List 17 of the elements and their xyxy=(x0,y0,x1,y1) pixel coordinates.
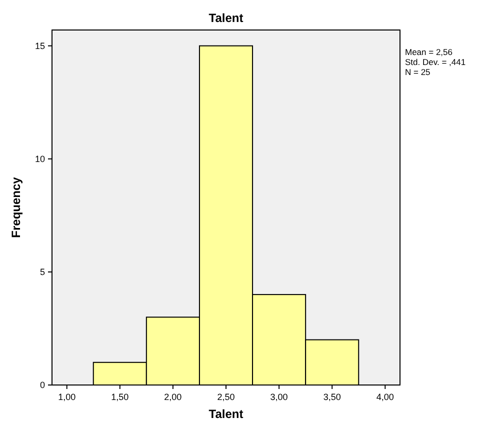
x-tick-label: 1,50 xyxy=(111,392,129,402)
text: Std. Dev. = ,441 xyxy=(405,57,466,67)
y-tick-label: 5 xyxy=(40,266,45,277)
text: N = 25 xyxy=(405,67,431,77)
x-tick-label: 2,00 xyxy=(164,392,182,402)
x-tick-label: 1,00 xyxy=(58,392,76,402)
y-tick-label: 15 xyxy=(34,40,45,51)
chart-title: Talent xyxy=(208,11,244,25)
x-tick-label: 3,50 xyxy=(323,392,341,402)
text: Mean = 2,56 xyxy=(405,47,453,57)
x-tick-label: 4,00 xyxy=(376,392,394,402)
x-tick-label: 3,00 xyxy=(270,392,288,402)
y-tick-label: 0 xyxy=(40,380,45,390)
x-axis-title: Talent xyxy=(208,407,244,421)
y-axis-title: Frequency xyxy=(9,176,23,238)
x-tick-label: 2,50 xyxy=(217,392,235,402)
y-tick-label: 10 xyxy=(34,154,45,164)
